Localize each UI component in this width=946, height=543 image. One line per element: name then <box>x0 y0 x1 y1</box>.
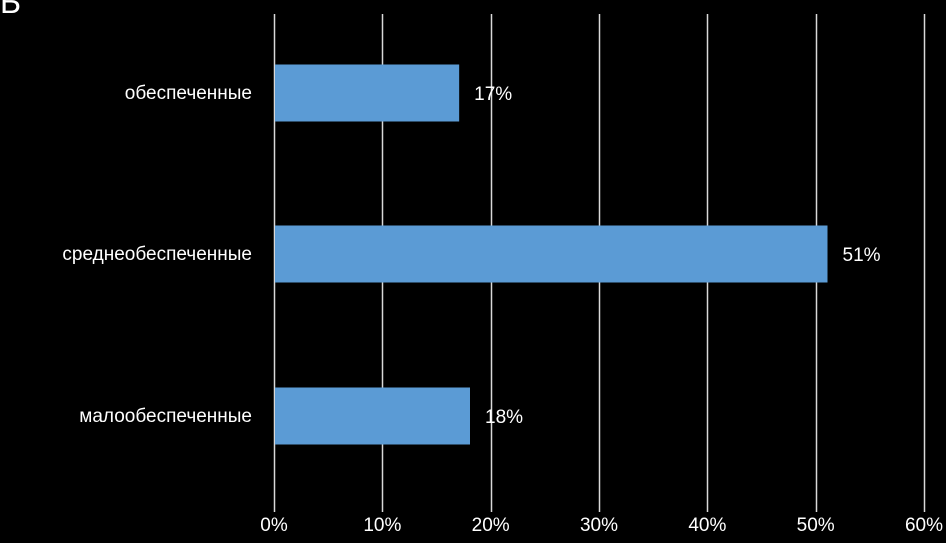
labels: 0% 10% 20% 30% 40% 50% 60% обеспеченные 17% средн… <box>62 83 943 536</box>
x-tick-label: 60% <box>905 515 943 536</box>
bars <box>275 64 828 445</box>
bar-2 <box>275 387 470 445</box>
data-label: 51% <box>843 245 881 266</box>
category-label: среднеобеспеченные <box>62 244 252 265</box>
x-tick-label: 30% <box>580 515 618 536</box>
x-tick-label: 20% <box>472 515 510 536</box>
data-label: 17% <box>474 84 512 105</box>
data-label: 18% <box>485 407 523 428</box>
x-tick-label: 10% <box>363 515 401 536</box>
bar-1 <box>275 225 828 283</box>
category-label: малообеспеченные <box>79 406 252 427</box>
bar-0 <box>275 64 460 122</box>
x-tick-label: 40% <box>688 515 726 536</box>
corner-letter: Б <box>0 0 21 20</box>
x-tick-label: 50% <box>797 515 835 536</box>
x-tick-label: 0% <box>260 515 288 536</box>
category-label: обеспеченные <box>125 83 252 104</box>
